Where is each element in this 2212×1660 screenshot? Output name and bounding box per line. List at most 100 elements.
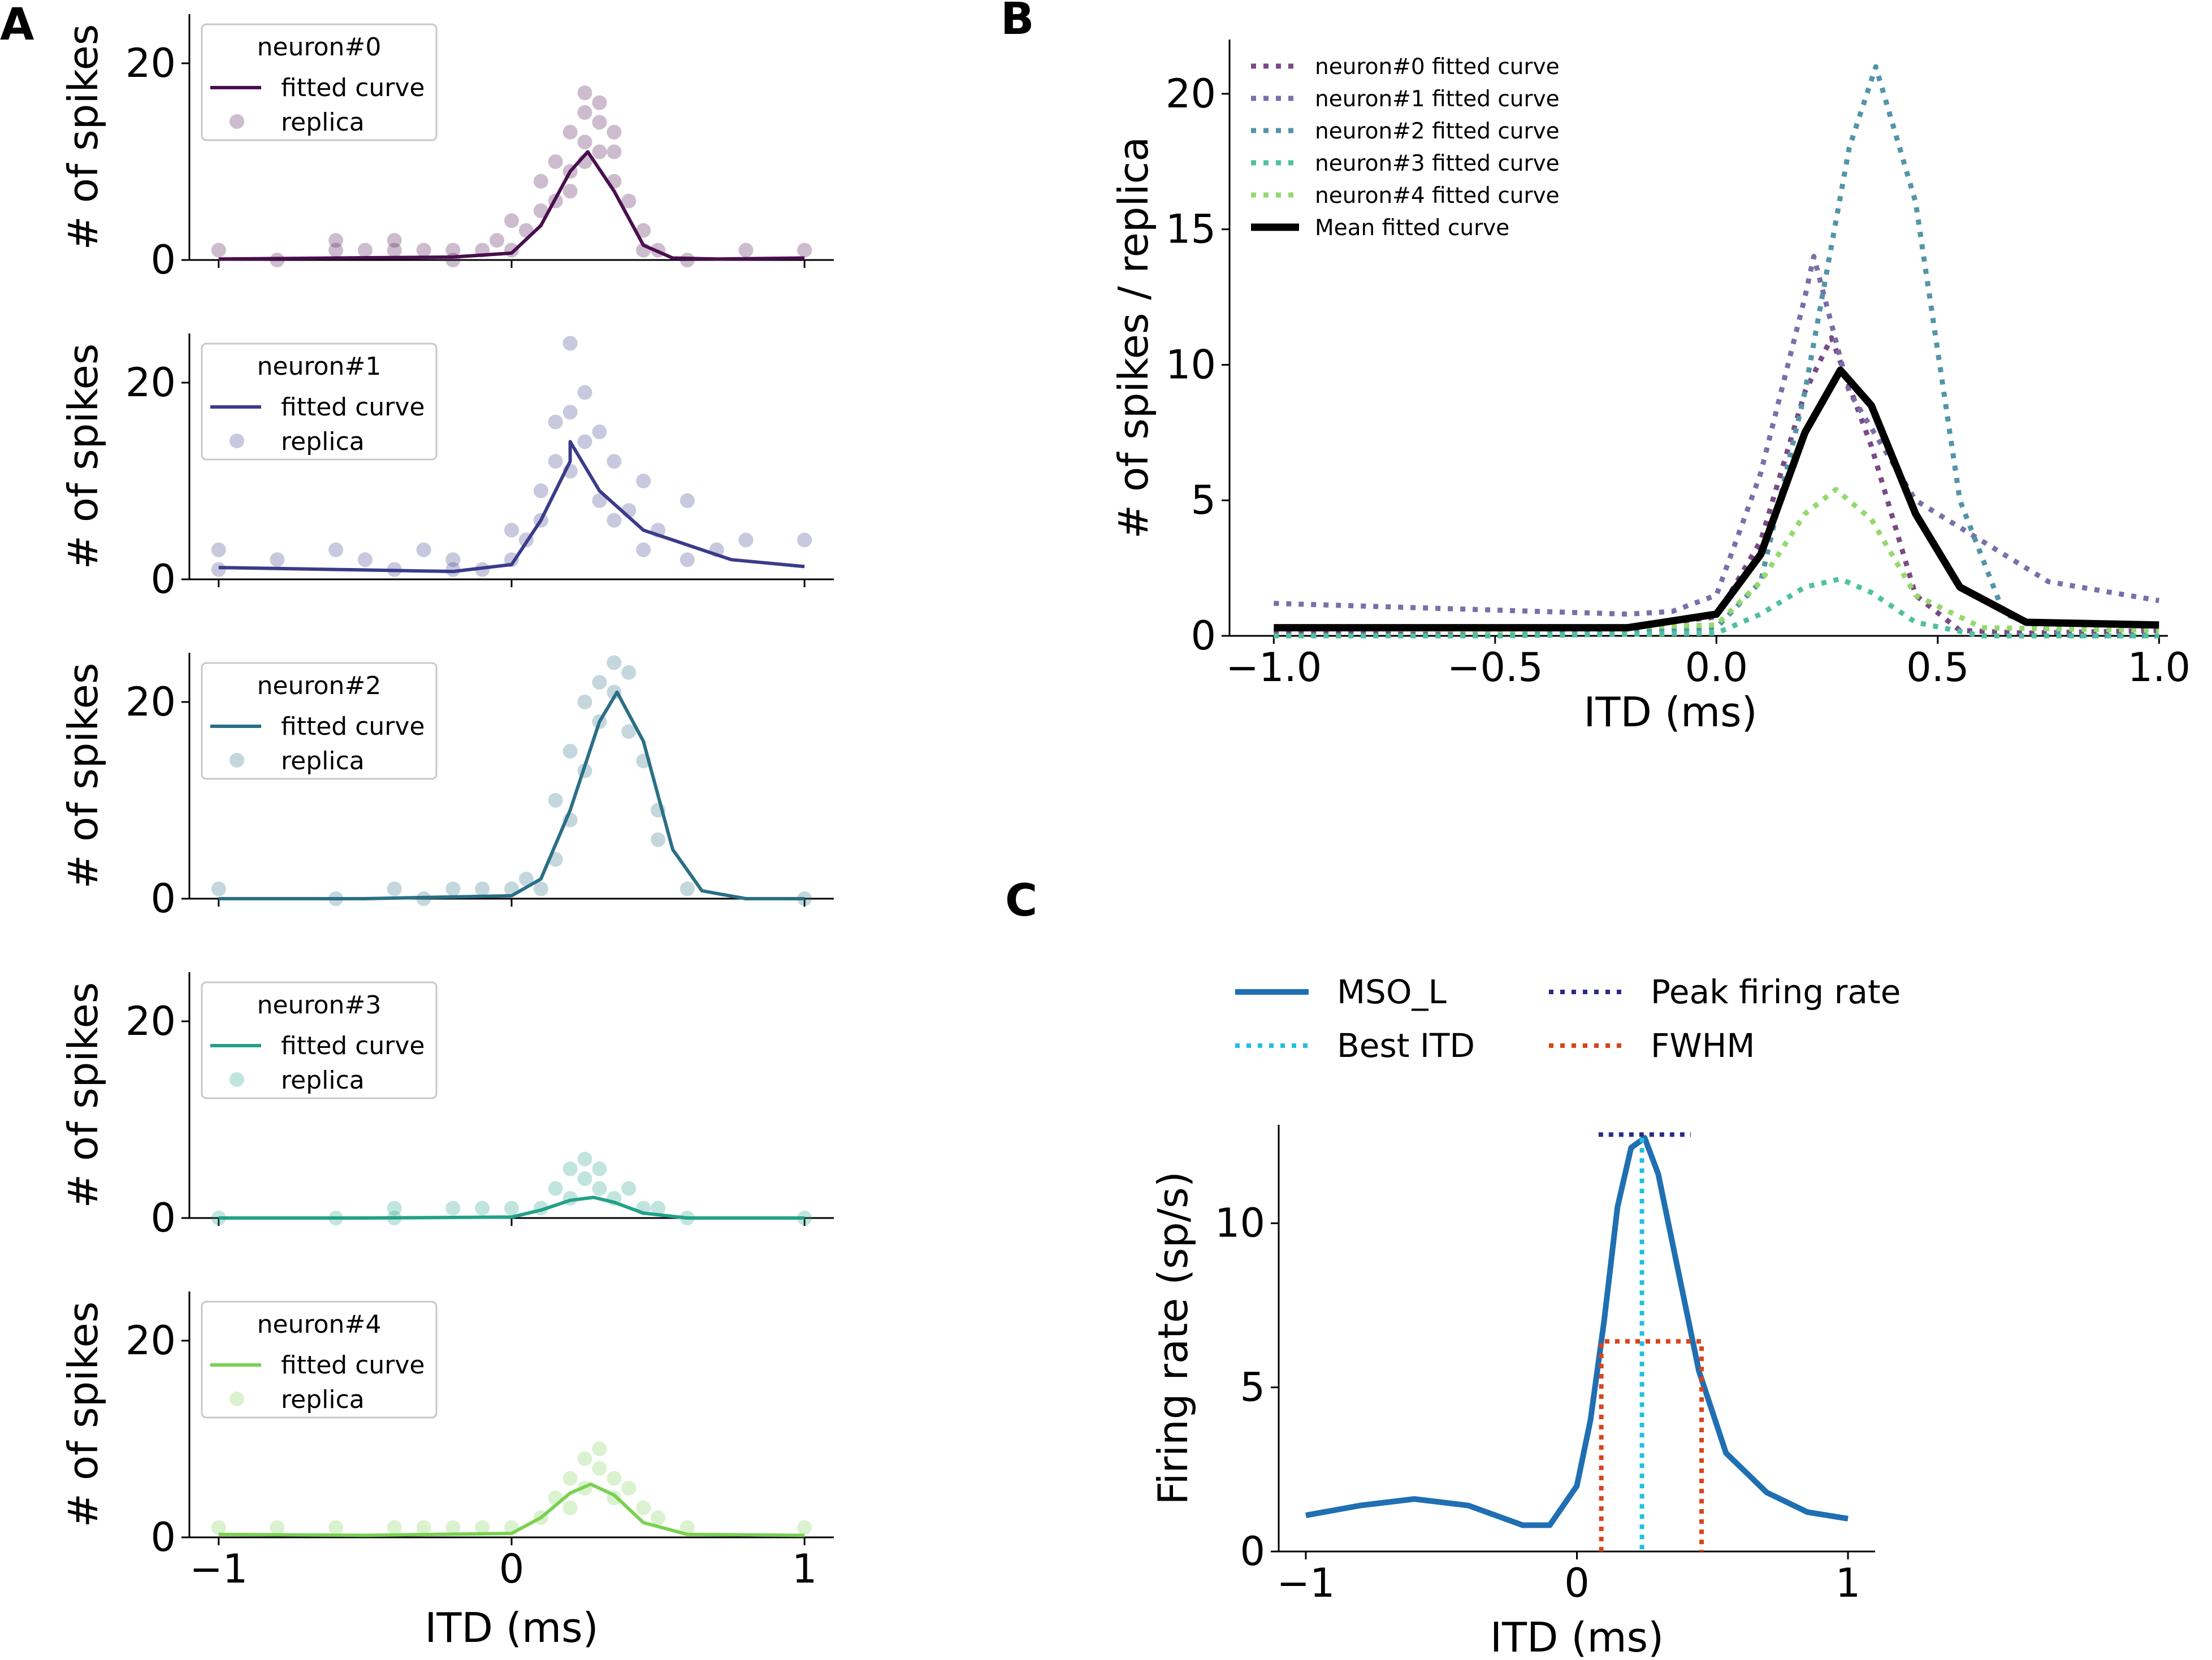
legend-label-peak-firing-rate: Peak firing rate (1651, 973, 1901, 1011)
replica-point (607, 124, 622, 140)
x-tick-label: −1 (189, 1546, 248, 1592)
legend-title: neuron#1 (257, 352, 382, 381)
replica-point (621, 665, 637, 680)
legend-frame (201, 343, 438, 461)
replica-point (621, 1181, 637, 1196)
replica-point (445, 881, 461, 896)
replica-point (621, 1481, 637, 1496)
legend-fitted-label: fitted curve (281, 712, 425, 741)
x-tick-label: −0.5 (1447, 644, 1543, 691)
legend-b: neuron#0 fitted curve neuron#1 fitted cur… (1251, 54, 1560, 241)
replica-point (621, 193, 637, 209)
legend-dot-swatch (230, 114, 244, 129)
replica-point (211, 542, 226, 557)
replica-point (328, 542, 344, 557)
replica-point (577, 85, 592, 101)
replica-point (607, 655, 622, 670)
replica-point (592, 95, 607, 110)
y-axis-label: # of spikes (59, 24, 107, 250)
y-tick-label: 20 (125, 998, 176, 1044)
x-tick-label: 0.0 (1685, 644, 1748, 691)
replica-point (211, 562, 226, 577)
y-axis-label: # of spikes (59, 344, 107, 570)
replica-point (475, 1520, 490, 1535)
replica-point (592, 1161, 607, 1176)
replica-point (211, 881, 226, 896)
legend-title: neuron#0 (257, 33, 382, 62)
subplot-neuron-4: 0 20 −1 0 1 # of spikes neuron#4 fitted curve re… (59, 1291, 834, 1592)
legend-replica-label: replica (281, 747, 365, 775)
panel-label-a: A (0, 0, 34, 50)
replica-point (636, 1500, 651, 1515)
replica-point (797, 532, 812, 548)
replica-point (445, 1520, 461, 1535)
x-tick-label: 0 (1564, 1560, 1590, 1606)
legend-label-mso-l: MSO_L (1337, 973, 1447, 1011)
replica-point (211, 1520, 226, 1535)
series-line-1 (1274, 254, 2160, 617)
legend-label-0: neuron#0 fitted curve (1315, 54, 1560, 80)
replica-point (416, 1520, 431, 1535)
replica-point (577, 434, 592, 449)
y-tick-label: 0 (150, 1514, 176, 1561)
replica-point (548, 414, 563, 430)
replica-point (562, 336, 578, 351)
replica-point (548, 454, 563, 469)
replica-point (636, 474, 651, 488)
replica-point (387, 881, 402, 896)
replica-point (475, 1200, 490, 1216)
replica-point (592, 115, 607, 130)
replica-point (387, 242, 402, 258)
legend-replica-label: replica (281, 1385, 365, 1414)
replica-point (548, 154, 563, 169)
subplot-neuron-1: 0 20 # of spikes neuron#1 fitted curve replic… (59, 333, 834, 603)
panel-label-b: B (1001, 0, 1034, 45)
replica-point (445, 1200, 461, 1216)
replica-point (490, 233, 505, 248)
replica-point (211, 242, 226, 258)
replica-point (533, 174, 548, 189)
subplot-neuron-0: 0 20 # of spikes neuron#0 fitted curve replic… (59, 14, 834, 283)
series-line-3 (1274, 576, 2159, 639)
replica-point (592, 144, 607, 159)
replica-point (607, 513, 622, 528)
replica-point (445, 552, 461, 567)
replica-point (607, 144, 622, 159)
x-axis-label: ITD (ms) (425, 1604, 598, 1652)
replica-point (387, 1200, 402, 1216)
legend-box: neuron#3 fitted curve replica (201, 981, 438, 1099)
y-tick-label: 0 (150, 556, 176, 603)
replica-point (357, 242, 373, 258)
replica-point (504, 523, 519, 538)
y-tick-label: 5 (1191, 477, 1216, 523)
replica-point (577, 1451, 592, 1466)
replica-point (562, 405, 578, 420)
series-line-0 (1274, 335, 2159, 636)
legend-title: neuron#2 (257, 671, 382, 700)
fitted-curve (218, 690, 805, 900)
series-line-5 (1274, 366, 2159, 632)
legend-frame (201, 23, 438, 141)
legend-replica-label: replica (281, 108, 365, 137)
legend-label-5: Mean fitted curve (1315, 215, 1509, 241)
legend-replica-label: replica (281, 427, 365, 456)
replica-point (577, 105, 592, 120)
replica-point (679, 881, 695, 896)
replica-point (504, 213, 519, 228)
x-tick-label: 0.5 (1906, 644, 1969, 691)
y-tick-label: 20 (125, 679, 176, 725)
y-tick-label: 0 (150, 1195, 176, 1241)
legend-dot-swatch (230, 434, 244, 448)
y-tick-label: 5 (1240, 1364, 1265, 1411)
y-tick-label: 20 (125, 1317, 176, 1364)
y-axis-label: # of spikes / replica (1110, 137, 1157, 539)
replica-point (548, 793, 563, 808)
replica-point (679, 493, 695, 508)
x-tick-label: 1 (792, 1546, 817, 1592)
legend-box: neuron#0 fitted curve replica (201, 23, 438, 141)
replica-point (797, 242, 812, 258)
x-tick-label: 0 (499, 1546, 525, 1592)
y-tick-label: 0 (150, 237, 176, 283)
y-tick-label: 10 (1166, 341, 1216, 388)
replica-point (357, 552, 373, 567)
